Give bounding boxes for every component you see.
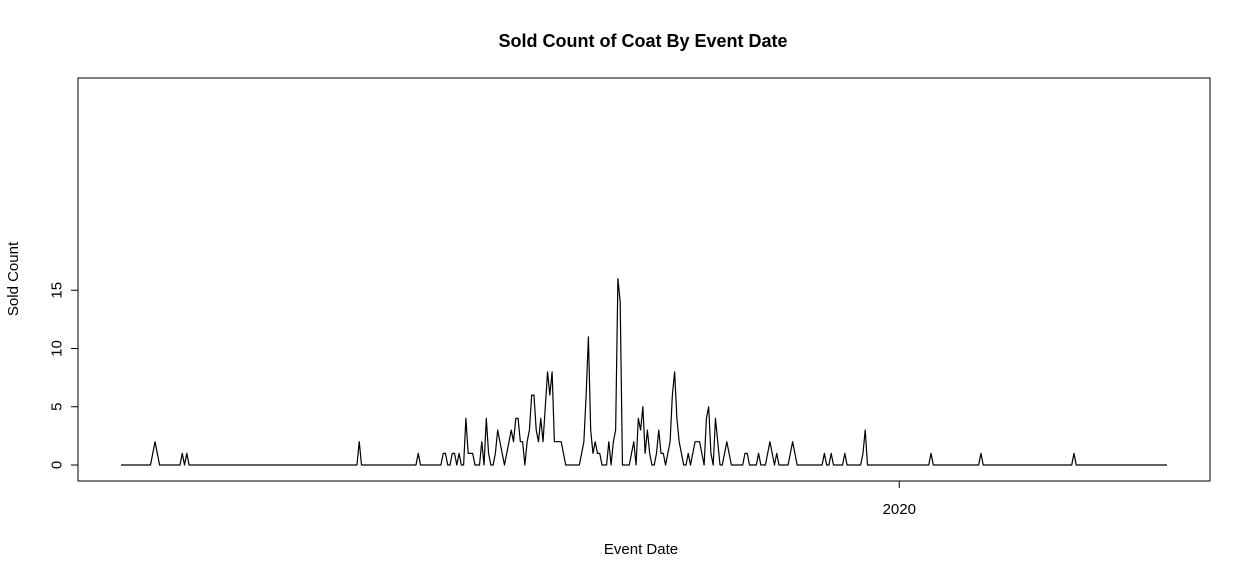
y-tick-label: 10 — [48, 340, 65, 357]
x-axis: 2020 — [883, 481, 916, 518]
chart-title: Sold Count of Coat By Event Date — [498, 31, 787, 51]
y-tick-label: 0 — [48, 461, 65, 469]
series-line — [121, 278, 1167, 466]
y-tick-label: 5 — [48, 403, 65, 411]
x-tick-label: 2020 — [883, 501, 916, 518]
y-axis: 0 5 10 15 — [48, 282, 79, 469]
x-axis-label: Event Date — [604, 541, 678, 558]
y-tick-label: 15 — [48, 282, 65, 299]
plot-frame — [77, 77, 1211, 482]
y-axis-label: Sold Count — [5, 241, 22, 316]
